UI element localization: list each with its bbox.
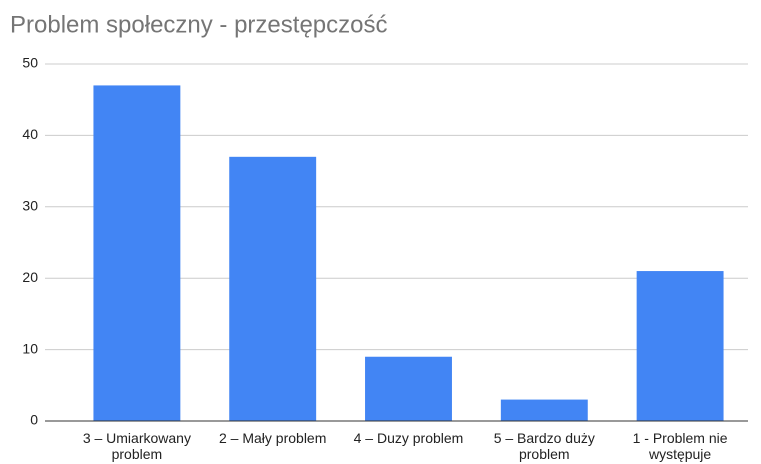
y-tick-label: 30 <box>22 198 38 214</box>
bar <box>229 156 317 421</box>
y-tick-label: 20 <box>22 269 38 285</box>
x-tick-label: 1 - Problem nie występuje <box>632 430 728 462</box>
y-tick-label: 10 <box>22 340 38 356</box>
bar <box>636 271 724 421</box>
x-tick-label: 4 – Duzy problem <box>353 430 464 446</box>
x-tick-label: 2 – Mały problem <box>219 430 327 446</box>
bar <box>93 85 181 422</box>
bar <box>500 399 588 421</box>
chart-title: Problem społeczny - przestępczość <box>10 11 387 38</box>
y-tick-label: 0 <box>30 412 38 428</box>
x-tick-label: 5 – Bardzo duży problem <box>493 430 595 462</box>
y-tick-label: 50 <box>22 55 38 71</box>
bar <box>365 356 452 421</box>
y-tick-label: 40 <box>22 126 38 142</box>
x-tick-label: 3 – Umiarkowany problem <box>82 430 191 462</box>
